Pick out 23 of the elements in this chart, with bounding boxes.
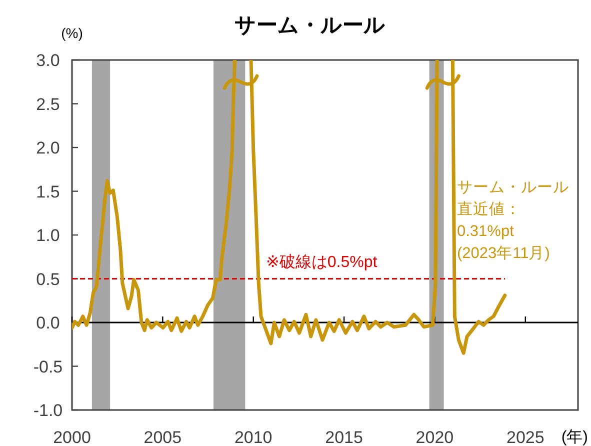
annotation: ※破線は0.5%pt <box>266 253 378 271</box>
y-tick-label: 0.0 <box>36 314 60 332</box>
y-tick-label: 2.0 <box>36 138 60 158</box>
x-axis-title: (年) <box>561 429 588 446</box>
annotation: 直近値： <box>457 200 521 218</box>
x-tick-label: 2010 <box>234 428 272 446</box>
x-tick-label: 2005 <box>144 428 182 446</box>
x-tick-label: 2015 <box>325 428 363 446</box>
annotation: 0.31%pt <box>457 223 515 240</box>
chart-title: サーム・ルール <box>234 14 386 37</box>
y-tick-label: 3.0 <box>36 51 60 70</box>
y-tick-label: 1.0 <box>36 226 60 245</box>
x-tick-label: 2020 <box>416 428 454 446</box>
x-tick-label: 2000 <box>53 428 91 446</box>
y-axis-title: (%) <box>61 25 83 41</box>
y-tick-label: 2.5 <box>36 94 60 114</box>
annotation: サーム・ルール <box>457 179 569 196</box>
annotation: (2023年11月) <box>457 245 550 262</box>
y-tick-label: 0.5 <box>36 270 60 289</box>
y-tick-label: 1.5 <box>36 182 60 202</box>
y-tick-label: -0.5 <box>33 357 63 376</box>
y-tick-label: -1.0 <box>33 401 63 420</box>
x-tick-label: 2025 <box>506 428 544 446</box>
